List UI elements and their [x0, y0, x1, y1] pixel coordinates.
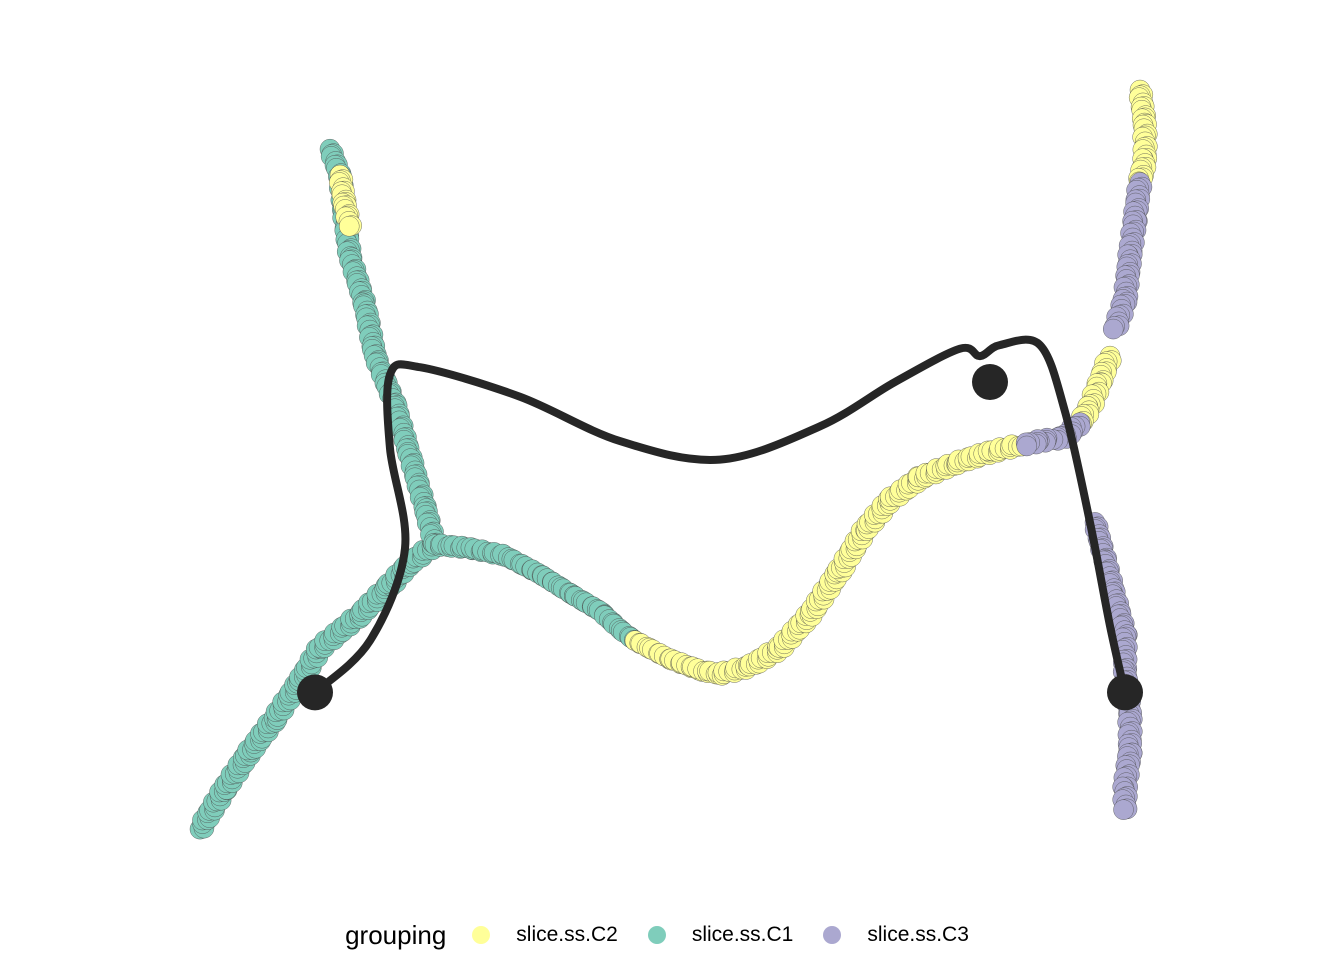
legend-label-c3: slice.ss.C3 [867, 923, 969, 946]
legend-item-c3: slice.ss.C3 [823, 923, 969, 947]
legend-key-c3 [823, 926, 842, 944]
legend-item-c2: slice.ss.C2 [472, 923, 618, 947]
data-point [1016, 435, 1037, 457]
legend-label-c1: slice.ss.C1 [691, 923, 794, 946]
legend-item-c1: slice.ss.C1 [647, 923, 794, 947]
legend: grouping slice.ss.C2 slice.ss.C1 slice.s… [0, 910, 1344, 960]
series-slice.ss.C2 [329, 79, 1158, 686]
trajectory-node [297, 674, 333, 711]
data-point [1113, 799, 1134, 820]
trajectory-scatter-plot [189, 79, 1158, 840]
series-slice.ss.C1 [189, 138, 645, 840]
trajectory-node [972, 363, 1008, 400]
trajectory-node [1107, 674, 1143, 711]
trajectory-layer [297, 335, 1143, 711]
legend-label-c2: slice.ss.C2 [516, 923, 618, 946]
legend-key-c2 [472, 926, 491, 944]
data-point [339, 216, 360, 237]
legend-title: grouping [345, 919, 447, 950]
trajectory-curve [311, 335, 1129, 697]
data-point [1103, 318, 1124, 340]
legend-key-c1 [647, 926, 666, 944]
